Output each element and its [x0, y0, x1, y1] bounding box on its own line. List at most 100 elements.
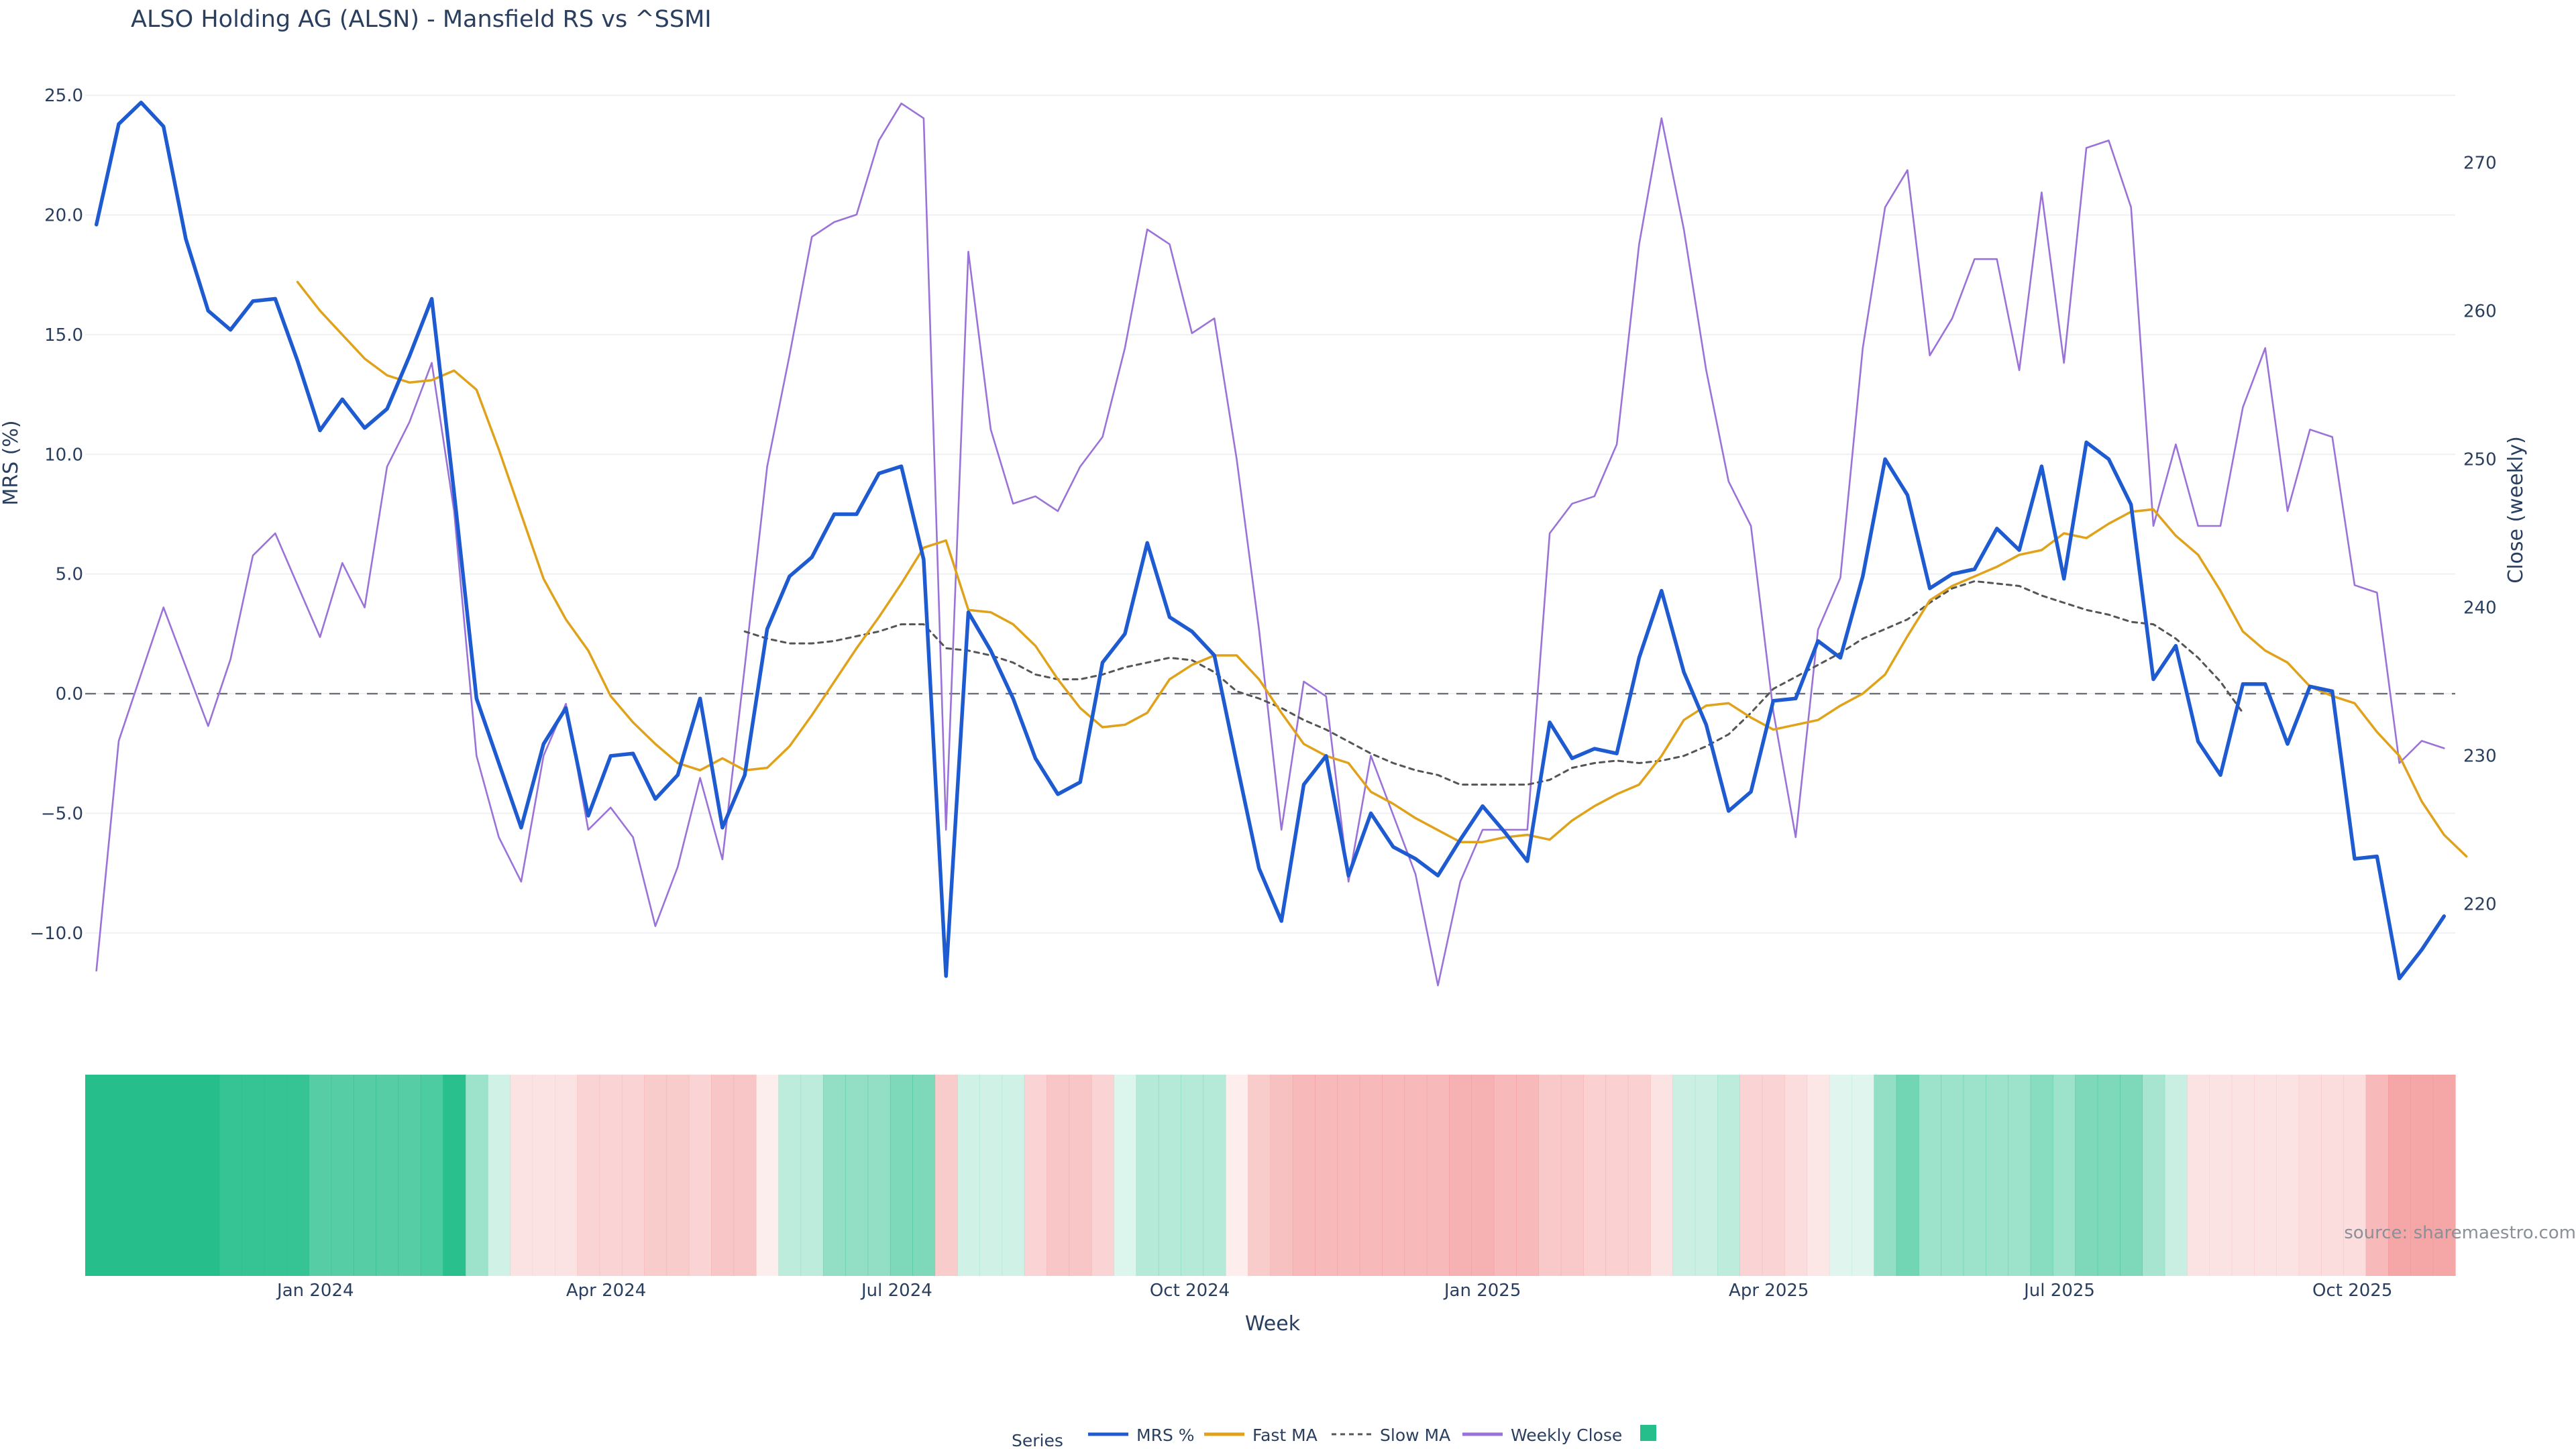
x-tick-label: Jul 2025 — [2023, 1281, 2095, 1301]
heat-strip-cell — [1359, 1075, 1383, 1276]
heat-strip-cell — [1181, 1075, 1204, 1276]
heat-strip-cell — [398, 1075, 421, 1276]
right-tick-label: 220 — [2463, 894, 2497, 914]
series-lines — [94, 101, 2468, 987]
x-tick-label: Oct 2025 — [2312, 1281, 2392, 1301]
heat-strip-cell — [1627, 1075, 1651, 1276]
heat-strip-cell — [621, 1075, 645, 1276]
heat-strip-cell — [487, 1075, 511, 1276]
heat-strip-cell — [1560, 1075, 1584, 1276]
heat-strip-cell — [532, 1075, 555, 1276]
y-axis-left-label: MRS (%) — [0, 420, 23, 505]
heat-strip-cell — [711, 1075, 735, 1276]
heat-strip-cell — [1695, 1075, 1718, 1276]
left-axis-ticks: 25.0 20.0 15.0 10.0 5.0 0.0 −5.0 −10.0 — [30, 86, 83, 944]
legend-label: Weekly Close — [1511, 1426, 1622, 1445]
heat-strip-cell — [1784, 1075, 1808, 1276]
heat-strip-cell — [152, 1075, 175, 1276]
series-line-weekly-close — [95, 102, 2445, 987]
heat-strip-cell — [1874, 1075, 1897, 1276]
heat-strip-cell — [2053, 1075, 2076, 1276]
x-tick-label: Jan 2025 — [1443, 1281, 1521, 1301]
heat-strip-cell — [733, 1075, 757, 1276]
legend-label: Fast MA — [1252, 1426, 1318, 1445]
heat-strip-cell — [1203, 1075, 1226, 1276]
heat-strip-cell — [2276, 1075, 2300, 1276]
heat-strip-cell — [755, 1075, 779, 1276]
heat-strip-cell — [912, 1075, 936, 1276]
heat-strip-cell — [1919, 1075, 1942, 1276]
heat-strip-cell — [890, 1075, 913, 1276]
heat-strip-cell — [2432, 1075, 2456, 1276]
legend-swatch — [1640, 1425, 1656, 1441]
legend-item: MRS % — [1088, 1426, 1195, 1445]
x-tick-label: Apr 2025 — [1729, 1281, 1809, 1301]
heat-strip-cell — [2187, 1075, 2210, 1276]
heat-strip-cell — [1851, 1075, 1875, 1276]
heat-strip-cell — [1270, 1075, 1293, 1276]
heat-strip-cell — [1516, 1075, 1540, 1276]
heat-strip-cell — [822, 1075, 846, 1276]
heat-strip-cell — [1426, 1075, 1450, 1276]
heat-strip-cell — [1650, 1075, 1674, 1276]
heat-strip-cell — [376, 1075, 399, 1276]
heat-strip-cell — [2254, 1075, 2277, 1276]
series-line-mrs — [94, 101, 2447, 981]
heat-strip-cell — [1739, 1075, 1763, 1276]
mrs-heat-strip — [85, 1075, 2456, 1276]
heat-strip-cell — [1672, 1075, 1696, 1276]
heat-strip-cell — [197, 1075, 220, 1276]
legend-item: Slow MA — [1332, 1426, 1450, 1445]
heat-strip-cell — [2365, 1075, 2389, 1276]
heat-strip-cell — [264, 1075, 287, 1276]
heat-strip-cell — [1896, 1075, 1919, 1276]
heat-strip-cell — [1717, 1075, 1741, 1276]
heat-strip-cell — [957, 1075, 980, 1276]
heat-strip-cell — [353, 1075, 376, 1276]
left-tick-label: 20.0 — [44, 205, 83, 225]
heat-strip-cell — [577, 1075, 600, 1276]
heat-strip-cell — [219, 1075, 242, 1276]
heat-strip-cell — [129, 1075, 153, 1276]
heat-strip-cell — [1337, 1075, 1360, 1276]
heat-strip-cell — [1114, 1075, 1137, 1276]
heat-strip-cell — [2321, 1075, 2344, 1276]
x-tick-label: Jan 2024 — [276, 1281, 354, 1301]
heat-strip-cell — [2231, 1075, 2255, 1276]
right-tick-label: 250 — [2463, 450, 2497, 470]
heat-strip-cell — [2075, 1075, 2098, 1276]
x-tick-label: Jul 2024 — [860, 1281, 932, 1301]
heat-strip-cell — [420, 1075, 443, 1276]
heat-strip-cell — [2343, 1075, 2367, 1276]
heat-strip-cell — [1762, 1075, 1785, 1276]
heat-strip-cell — [2120, 1075, 2143, 1276]
heat-strip-cell — [1002, 1075, 1025, 1276]
left-tick-label: 5.0 — [56, 565, 83, 585]
heat-strip-cell — [1404, 1075, 1428, 1276]
heat-strip-cell — [1136, 1075, 1159, 1276]
heat-strip-cell — [1941, 1075, 1964, 1276]
left-tick-label: −5.0 — [41, 804, 83, 824]
heat-strip-cell — [644, 1075, 667, 1276]
heat-strip-cell — [2097, 1075, 2121, 1276]
legend: Series MRS % Fast MA Slow MA Weekly Close — [1012, 1425, 1656, 1449]
heat-strip-cell — [688, 1075, 712, 1276]
legend-label: Slow MA — [1380, 1426, 1450, 1445]
heat-strip-cell — [1091, 1075, 1114, 1276]
heat-strip-cell — [1046, 1075, 1070, 1276]
right-axis-ticks: 270 260 250 240 230 220 — [2463, 154, 2497, 915]
heat-strip-cell — [309, 1075, 332, 1276]
heat-strip-cell — [107, 1075, 131, 1276]
heat-strip-cell — [666, 1075, 690, 1276]
heat-strip-cell — [979, 1075, 1003, 1276]
heat-strip-cell — [1292, 1075, 1316, 1276]
right-tick-label: 230 — [2463, 746, 2497, 766]
heat-strip-cell — [778, 1075, 802, 1276]
left-tick-label: −10.0 — [30, 924, 83, 944]
heat-strip-cell — [599, 1075, 623, 1276]
heat-strip-cell — [1583, 1075, 1607, 1276]
legend-item: Weekly Close — [1462, 1426, 1622, 1445]
heat-strip-cell — [443, 1075, 466, 1276]
heat-strip-cell — [554, 1075, 578, 1276]
